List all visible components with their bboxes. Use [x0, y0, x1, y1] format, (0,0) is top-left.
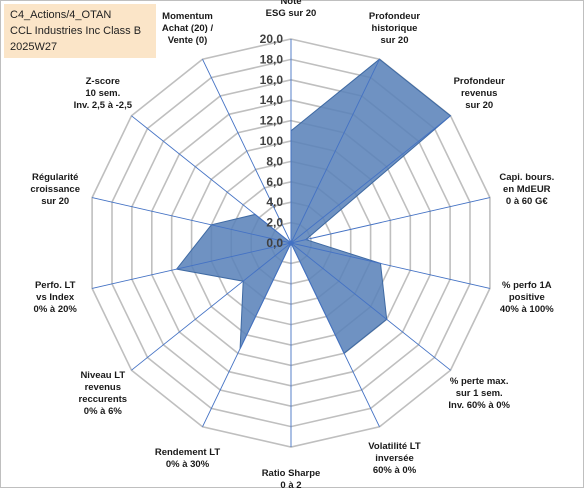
tick-label: 2,0 — [266, 216, 283, 230]
spoke-line — [91, 242, 292, 289]
series-area — [175, 58, 452, 355]
axis-label: Z-score 10 sem. Inv. 2,5 à -2,5 — [74, 76, 133, 111]
chart-title-box: C4_Actions/4_OTAN CCL Industries Inc Cla… — [4, 4, 156, 58]
spoke-line — [290, 242, 380, 427]
tick-label: 16,0 — [260, 73, 284, 87]
tick-label: 4,0 — [266, 195, 283, 209]
tick-label: 14,0 — [260, 93, 284, 107]
axis-label: Ratio Sharpe 0 à 2 — [262, 468, 321, 488]
spoke-line — [290, 115, 451, 244]
axis-label: Niveau LT revenus reccurents 0% à 6% — [79, 370, 128, 417]
spoke-line — [290, 242, 491, 289]
spoke-line — [202, 242, 292, 427]
axis-label: % perfo 1A positive 40% à 100% — [500, 280, 554, 315]
spoke-line — [91, 197, 292, 244]
axis-label: Capi. bours. en MdEUR 0 à 60 G€ — [499, 172, 554, 207]
tick-label: 10,0 — [260, 134, 284, 148]
spoke-line — [202, 59, 292, 244]
spoke-line — [290, 242, 451, 371]
spoke-line — [131, 115, 292, 244]
spoke-line — [290, 197, 491, 244]
tick-label: 0,0 — [266, 236, 283, 250]
title-line-2: CCL Industries Inc Class B — [10, 25, 142, 37]
title-line-1: C4_Actions/4_OTAN — [10, 9, 112, 21]
tick-label: 20,0 — [260, 32, 284, 46]
tick-label: 18,0 — [260, 52, 284, 66]
axis-label: Régularité croissance sur 20 — [30, 172, 80, 207]
axis-label: Perfo. LT vs Index 0% à 20% — [34, 280, 78, 315]
axis-label: Rendement LT 0% à 30% — [155, 447, 220, 470]
tick-label: 6,0 — [266, 175, 283, 189]
axis-label: % perte max. sur 1 sem. Inv. 60% à 0% — [448, 376, 510, 411]
axis-label: Volatilité LT inversée 60% à 0% — [368, 441, 421, 476]
tick-label: 12,0 — [260, 114, 284, 128]
title-line-3: 2025W27 — [10, 41, 58, 53]
axis-label: Momentum Achat (20) / Vente (0) — [162, 11, 214, 46]
spoke-line — [131, 242, 292, 371]
axis-label: Profondeur historique sur 20 — [369, 11, 420, 46]
axis-label: Note ESG sur 20 — [266, 0, 317, 19]
spoke-line — [290, 59, 380, 244]
tick-label: 8,0 — [266, 154, 283, 168]
axis-label: Profondeur revenus sur 20 — [454, 76, 505, 111]
